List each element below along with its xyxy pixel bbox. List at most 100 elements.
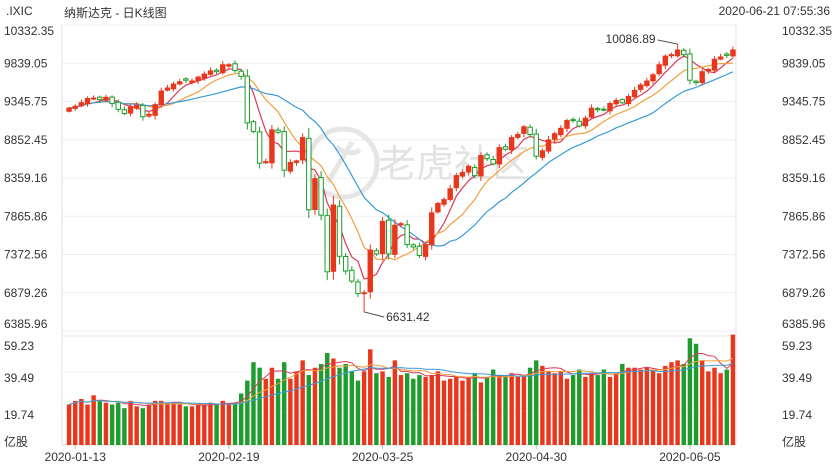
candle-body [238,70,244,77]
candle-body [164,87,171,91]
volume-bar [281,362,287,445]
candle [416,242,423,259]
candle-body [250,121,257,132]
volume-bar [638,369,643,445]
candle-body [699,71,705,84]
candle [656,61,662,77]
candle-body [539,150,546,158]
candle [717,53,724,61]
candle [103,94,109,103]
y-tick-label-right: 9345.75 [782,95,826,109]
x-tick-label: 2020-02-19 [198,450,260,464]
candle [84,96,91,107]
candlesticks [66,44,736,312]
volume-bar [490,369,496,445]
volume-bar [331,358,336,445]
volume-bar [232,402,238,445]
volume-bar [466,376,471,445]
volume-bar [558,371,564,445]
candle [115,99,121,113]
candle-body [121,109,128,115]
volume-bar [251,362,256,445]
candle [625,93,632,107]
volume-bar [85,404,90,445]
volume-bar [454,376,459,445]
candle-body [410,244,417,248]
candle-body [687,53,693,81]
volume-bar [288,378,293,445]
candle-body [349,269,355,282]
grid [61,24,737,446]
candle [226,63,232,69]
volume-bar [447,378,453,445]
candle-body [404,224,410,246]
candle [220,61,226,75]
y-tick-label-right: 6879.26 [782,286,826,300]
volume-bar [607,376,613,445]
candle [502,143,509,151]
candle-body [342,255,349,272]
volume-bar [515,376,521,445]
volume-bar [116,402,121,445]
candle-body [588,107,595,118]
volume-bar [171,402,176,445]
candle [681,48,687,58]
candle [78,99,85,108]
candle-body [66,107,72,112]
candle [349,266,355,284]
candle [551,131,558,143]
candle-body [385,219,392,255]
candle [244,69,251,130]
y-tick-label-right: 7372.56 [782,248,826,262]
volume-bar [183,406,189,445]
volume-bar [79,398,84,445]
volume-bar [699,360,705,445]
candle-body [496,147,503,165]
volume-bar [91,395,96,445]
candle-body [103,96,109,101]
volume-bar [214,404,219,445]
candle [330,196,337,280]
candle [582,115,589,129]
candle [539,148,546,161]
candle-body [705,68,712,72]
candle-body [232,63,238,72]
candle [472,164,478,179]
volume-bar [263,378,268,445]
chart-title: 纳斯达克 - 日K线图 [64,6,167,20]
volume-bar [472,373,477,445]
candle [631,86,638,99]
volume-bar [337,367,342,445]
candle [453,172,460,192]
candle-body [576,120,582,127]
candle-body [361,292,367,295]
candle [189,78,195,85]
candle-body [256,131,263,164]
candle-body [416,245,423,256]
candle [127,104,134,117]
candle [521,125,527,138]
y-tick-label-left: 8359.16 [4,171,48,185]
candle [207,67,214,76]
high-annotation-leader [657,39,678,45]
volume-tick-label-left: 19.74 [4,408,34,422]
volume-bar [564,378,570,445]
candle [361,289,367,312]
volume-bar [398,375,404,445]
chart-header: .IXIC 纳斯达克 - 日K线图 2020-06-21 07:55:36 [0,0,840,22]
candle-body [644,80,650,87]
candle [177,78,183,86]
volume-bar [650,369,656,445]
volume-bar [122,408,127,445]
candle [724,52,730,58]
candle-body [293,160,300,163]
volume-bar [730,334,736,445]
low-annotation-label: 6631.42 [386,310,430,324]
candle [287,159,294,174]
y-tick-label-left: 6385.96 [4,317,48,331]
volume-bar [109,404,115,445]
volume-bar [583,376,588,445]
volume-bar [484,376,490,445]
volume-bar [577,369,582,445]
